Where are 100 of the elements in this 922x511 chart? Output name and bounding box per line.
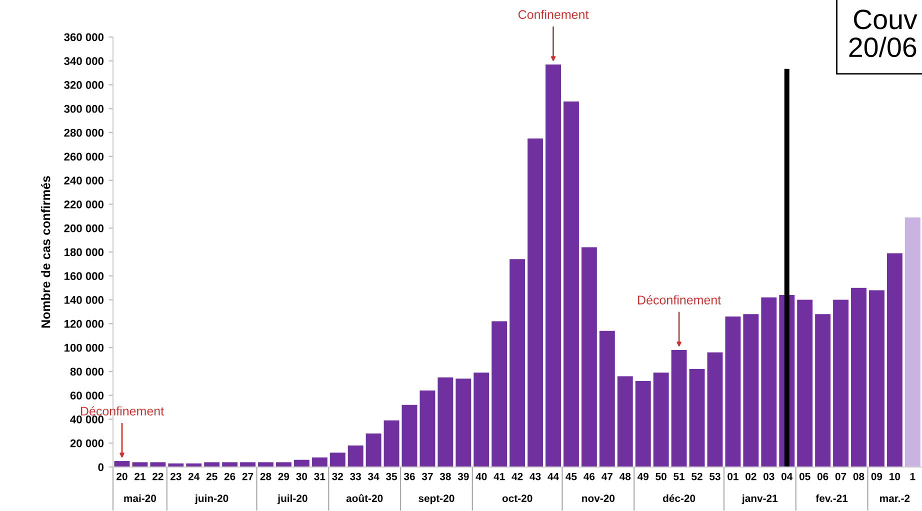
bar (294, 460, 310, 467)
bar (366, 434, 382, 467)
bar (330, 452, 346, 467)
x-tick-label: 49 (637, 472, 649, 480)
x-tick-label: 45 (566, 472, 577, 480)
y-tick-label: 320 000 (64, 81, 104, 89)
bar (833, 300, 849, 467)
x-tick-label: 07 (835, 472, 846, 480)
bar (438, 377, 454, 467)
x-tick-label: 31 (314, 472, 326, 480)
text: déc-20 (662, 494, 696, 502)
x-tick-label: 09 (871, 472, 882, 480)
bar (581, 247, 597, 467)
y-tick-label: 120 000 (64, 320, 104, 328)
bar (725, 316, 741, 467)
bar (546, 64, 561, 467)
x-tick-label: 33 (350, 472, 362, 480)
x-tick-label: 35 (386, 472, 398, 480)
y-tick-label: 340 000 (64, 57, 104, 66)
x-tick-label: 50 (656, 472, 666, 480)
text: oct-20 (502, 494, 532, 502)
x-tick-label: 52 (692, 472, 702, 480)
y-tick-label: 300 000 (64, 104, 104, 113)
bar (707, 352, 723, 467)
bar (132, 462, 148, 467)
x-tick-label: 47 (602, 472, 613, 480)
y-tick-label: 260 000 (64, 152, 104, 161)
x-tick-label: 40 (476, 472, 487, 480)
x-tick-label: 24 (188, 472, 200, 480)
bar (240, 462, 256, 467)
bar (384, 420, 400, 467)
x-tick-label: 20 (116, 472, 128, 480)
bar (474, 372, 490, 467)
bar (420, 390, 436, 467)
x-tick-label: 29 (278, 472, 290, 480)
annotation: Déconfinement (80, 406, 164, 416)
bar (904, 217, 920, 467)
bar (868, 290, 884, 467)
bar (815, 314, 831, 467)
bar (276, 462, 292, 467)
bar (851, 288, 866, 467)
x-tick-label: 42 (512, 472, 523, 480)
y-tick-label: 220 000 (64, 200, 104, 208)
x-tick-label: 39 (458, 472, 469, 480)
y-tick-label: 280 000 (64, 128, 104, 137)
x-tick-label: 36 (404, 472, 415, 480)
y-tick-label: 180 000 (64, 248, 104, 256)
bar (599, 330, 615, 467)
bar (671, 350, 687, 467)
bar (635, 381, 651, 467)
bar (797, 300, 813, 467)
bar (222, 462, 238, 467)
x-tick-label: 06 (817, 472, 828, 480)
x-tick-label: 21 (134, 472, 146, 480)
text: juin-20 (194, 494, 228, 504)
bar (312, 457, 328, 467)
y-tick-label: 200 000 (64, 224, 104, 232)
x-tick-label: 08 (853, 472, 864, 480)
text: mar.-2 (880, 494, 910, 502)
x-tick-label: 43 (530, 472, 541, 480)
bar (761, 297, 777, 467)
x-tick-label: 28 (260, 472, 272, 480)
x-tick-label: 23 (170, 472, 182, 480)
y-tick-label: 20 000 (70, 439, 104, 448)
bar (528, 138, 544, 467)
text: mai-20 (124, 494, 156, 502)
x-tick-label: 48 (620, 472, 631, 480)
x-tick-label: 27 (242, 472, 254, 480)
y-tick-label: 60 000 (70, 392, 104, 400)
bar (617, 376, 633, 467)
bar (150, 462, 166, 467)
x-tick-label: 04 (781, 472, 793, 480)
text: janv-21 (742, 494, 778, 504)
y-tick-label: 0 (98, 463, 104, 472)
x-tick-label: 37 (422, 472, 433, 480)
text: août-20 (346, 494, 383, 502)
text: sept-20 (418, 494, 454, 504)
x-tick-label: 30 (296, 472, 308, 480)
y-tick-label: 140 000 (64, 296, 104, 304)
y-tick-label: 160 000 (64, 272, 104, 280)
y-tick-label: 40 000 (70, 415, 104, 424)
annotation: Confinement (518, 10, 589, 19)
bar (689, 369, 705, 467)
bar (653, 372, 669, 467)
bar (348, 446, 364, 467)
y-tick-label: 100 000 (64, 344, 104, 352)
x-tick-label: 01 (728, 472, 738, 480)
bar (510, 259, 526, 467)
text: nov-20 (582, 494, 615, 502)
x-tick-label: 44 (548, 472, 559, 480)
x-tick-label: 02 (746, 472, 756, 480)
x-tick-label: 38 (440, 472, 451, 480)
y-tick-label: 240 000 (64, 176, 104, 184)
x-tick-label: 05 (799, 472, 810, 480)
x-tick-label: 03 (764, 472, 774, 480)
y-tick-label: 80 000 (70, 368, 104, 376)
x-tick-label: 41 (494, 472, 505, 480)
x-tick-label: 34 (368, 472, 380, 480)
annotation: Couv 20/06 (849, 10, 918, 58)
x-tick-label: 10 (890, 472, 900, 480)
